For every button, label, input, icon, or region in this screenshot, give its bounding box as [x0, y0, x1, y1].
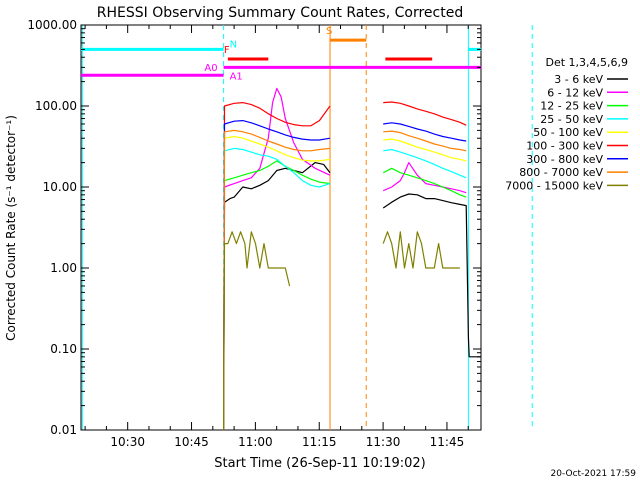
legend-label-3: 25 - 50 keV: [540, 113, 603, 126]
x-tick-label: 11:30: [366, 435, 401, 449]
legend-label-8: 7000 - 15000 keV: [505, 179, 603, 192]
legend-label-7: 800 - 7000 keV: [519, 166, 603, 179]
series-line-0: [223, 162, 482, 431]
segment-label-4: S: [326, 26, 332, 37]
x-axis-label: Start Time (26-Sep-11 10:19:02): [214, 456, 425, 471]
x-tick-label: 10:45: [174, 435, 209, 449]
chart-title: RHESSI Observing Summary Count Rates, Co…: [97, 5, 463, 21]
y-tick-label: 1.00: [50, 261, 77, 275]
annotation-vlines: [81, 25, 533, 430]
legend-label-0: 3 - 6 keV: [554, 73, 603, 86]
y-tick-label: 100.00: [35, 99, 77, 113]
series-line-8: [223, 231, 460, 431]
series-line-4: [223, 135, 467, 431]
legend-label-2: 12 - 25 keV: [540, 100, 603, 113]
series-line-6: [223, 120, 467, 431]
series-line-1: [223, 87, 467, 431]
series-line-3: [223, 147, 467, 431]
series-line-7: [223, 129, 467, 431]
segment-label-5: A0: [204, 63, 217, 74]
y-axis-label: Corrected Count Rate (s⁻¹ detector⁻¹): [4, 115, 18, 341]
legend-title: Det 1,3,4,5,6,9: [545, 56, 628, 69]
annotation-segments: NF S A0 A1: [81, 26, 482, 82]
series-line-5: [223, 101, 467, 431]
y-tick-label: 0.10: [50, 342, 77, 356]
y-tick-label: 1000.00: [27, 18, 77, 32]
x-axis: 10:30 10:45 11:00 11:15 11:30 11:45: [84, 25, 469, 449]
segment-label-2: F: [224, 45, 230, 56]
legend-label-1: 6 - 12 keV: [547, 86, 603, 99]
x-tick-label: 11:15: [302, 435, 337, 449]
x-tick-label: 10:30: [110, 435, 145, 449]
plot-area: NF S A0 A1: [80, 24, 533, 431]
segment-label-6: A1: [230, 71, 243, 82]
plot-frame: [80, 24, 482, 431]
legend-label-6: 300 - 800 keV: [526, 153, 603, 166]
timestamp: 20-Oct-2021 17:59: [551, 469, 637, 479]
series-line-2: [223, 160, 467, 431]
y-tick-label: 0.01: [50, 423, 77, 437]
y-axis: 0.01 0.10 1.00 10.00 100.00 1000.00: [27, 18, 481, 437]
legend-label-5: 100 - 300 keV: [526, 140, 603, 153]
series-lines: [223, 87, 482, 431]
x-tick-label: 11:45: [430, 435, 465, 449]
x-tick-label: 11:00: [238, 435, 273, 449]
y-tick-label: 10.00: [43, 180, 77, 194]
legend-label-4: 50 - 100 keV: [533, 126, 603, 139]
segment-label-0: N: [230, 39, 237, 50]
